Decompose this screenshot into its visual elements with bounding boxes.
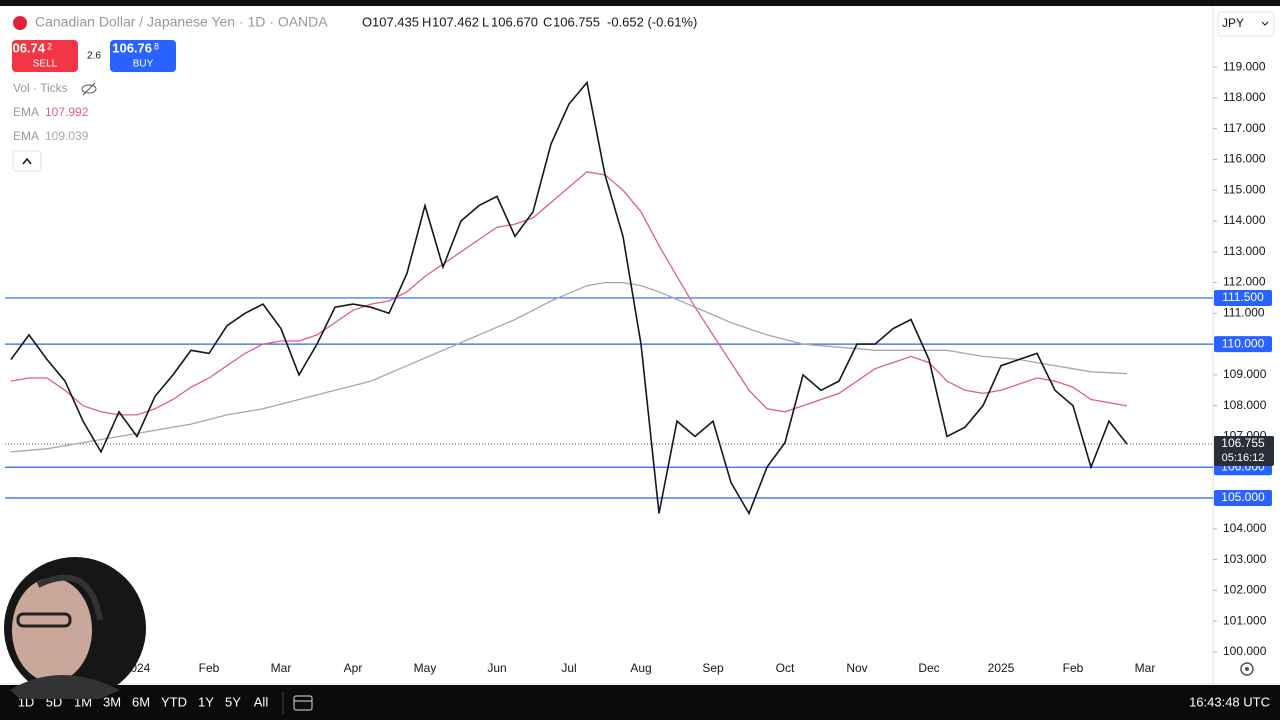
sell-button[interactable]	[12, 40, 78, 72]
symbol: Canadian Dollar / Japanese Yen · 1D · OA…	[35, 14, 328, 30]
countdown: 05:16:12	[1222, 452, 1265, 464]
x-tick-label: Sep	[702, 661, 724, 675]
y-tick-label: 109.000	[1223, 367, 1267, 381]
spread: 2.6	[87, 51, 101, 62]
level-label: 111.500	[1222, 290, 1264, 304]
y-tick-label: 118.000	[1223, 90, 1266, 104]
y-tick-label: 113.000	[1223, 244, 1266, 258]
y-tick-label: 103.000	[1223, 552, 1267, 566]
bottom-toolbar	[0, 685, 1280, 720]
y-tick-label: 116.000	[1223, 152, 1266, 166]
currency-caret[interactable]	[1261, 21, 1269, 26]
hide-icon[interactable]	[81, 82, 97, 96]
ema-label: EMA	[13, 129, 39, 143]
x-tick-label: Jul	[561, 661, 576, 675]
range-button[interactable]: 6M	[132, 694, 150, 709]
ohlc-value: 106.670	[491, 14, 538, 29]
y-tick-label: 104.000	[1223, 521, 1267, 535]
ohlc-key: H	[422, 14, 431, 29]
ohlc-value: 107.435	[372, 14, 419, 29]
ema-value: 107.992	[45, 105, 89, 119]
y-tick-label: 112.000	[1223, 275, 1266, 289]
y-tick-label: 111.000	[1223, 306, 1265, 320]
change: -0.652 (-0.61%)	[607, 14, 697, 29]
symbol-icon	[13, 16, 27, 30]
price-line	[10, 80, 1128, 516]
range-button[interactable]: 1Y	[198, 694, 214, 709]
x-tick-label: Mar	[271, 661, 292, 675]
x-tick-label: May	[414, 661, 437, 675]
x-tick-label: Oct	[776, 661, 795, 675]
ohlc-key: L	[482, 14, 489, 29]
x-tick-label: Feb	[1063, 661, 1084, 675]
y-tick-label: 115.000	[1223, 182, 1266, 196]
collapse-icon[interactable]	[22, 157, 32, 165]
buy-button[interactable]	[110, 40, 176, 72]
x-tick-label: Nov	[846, 661, 867, 675]
last-price-label: 106.755	[1221, 436, 1265, 450]
x-tick-label: Apr	[344, 661, 363, 675]
ema-value: 109.039	[45, 129, 89, 143]
webcam-headphone	[36, 574, 103, 621]
x-tick-label: Aug	[630, 661, 651, 675]
x-tick-label: Mar	[1135, 661, 1156, 675]
webcam-glasses	[16, 612, 72, 628]
x-tick-label: Dec	[918, 661, 939, 675]
y-tick-label: 108.000	[1223, 398, 1267, 412]
x-tick-label: 2025	[988, 661, 1015, 675]
sell-label[interactable]: SELL	[33, 59, 58, 70]
level-tag	[1214, 336, 1272, 353]
sell-price[interactable]: 106.74	[5, 40, 46, 55]
level-label: 105.000	[1221, 490, 1265, 504]
ema-line	[10, 171, 1128, 416]
last-price-tag	[1214, 436, 1274, 467]
calendar-icon[interactable]	[293, 695, 313, 711]
collapse-button[interactable]	[12, 150, 42, 172]
webcam-head	[12, 578, 92, 682]
volume-label: Vol · Ticks	[13, 81, 68, 95]
ohlc-key: O	[362, 14, 372, 29]
y-tick-label: 117.000	[1223, 121, 1266, 135]
level-tag	[1214, 490, 1272, 507]
range-button[interactable]: 3M	[103, 694, 121, 709]
buy-label[interactable]: BUY	[133, 59, 154, 70]
ema-line	[10, 281, 1128, 453]
range-button[interactable]: All	[254, 694, 269, 709]
x-tick-label: Jun	[487, 661, 506, 675]
buy-price[interactable]: 106.76	[112, 40, 152, 55]
ema-label: EMA	[13, 105, 39, 119]
ohlc-key: C	[543, 14, 552, 29]
currency-button[interactable]	[1217, 11, 1275, 37]
currency[interactable]: JPY	[1222, 16, 1244, 30]
level-label: 110.000	[1222, 336, 1265, 350]
level-tag	[1214, 289, 1272, 306]
buy-sup[interactable]: 8	[154, 41, 159, 51]
y-tick-label: 100.000	[1223, 644, 1267, 658]
ohlc-value: 107.462	[432, 14, 479, 29]
y-tick-label: 119.000	[1223, 59, 1266, 73]
x-tick-label: Feb	[199, 661, 220, 675]
webcam	[4, 557, 146, 699]
range-button[interactable]: 5Y	[225, 694, 241, 709]
ohlc: O 107.435 H 107.462 L 106.670 C 106.755 …	[362, 14, 697, 29]
y-tick-label: 102.000	[1223, 583, 1267, 597]
clock: 16:43:48 UTC	[1189, 694, 1270, 709]
ohlc-value: 106.755	[553, 14, 600, 29]
plot-area: 100.000 101.000 102.000 103.000 104.000 105.0…	[5, 59, 1274, 675]
webcam-shirt	[10, 675, 120, 699]
y-tick-label: 114.000	[1223, 213, 1266, 227]
range-button[interactable]: YTD	[161, 694, 187, 709]
settings-icon[interactable]	[1240, 662, 1254, 676]
sell-sup[interactable]: 2	[47, 41, 52, 51]
y-tick-label: 101.000	[1223, 613, 1267, 627]
top-border	[0, 0, 1280, 6]
